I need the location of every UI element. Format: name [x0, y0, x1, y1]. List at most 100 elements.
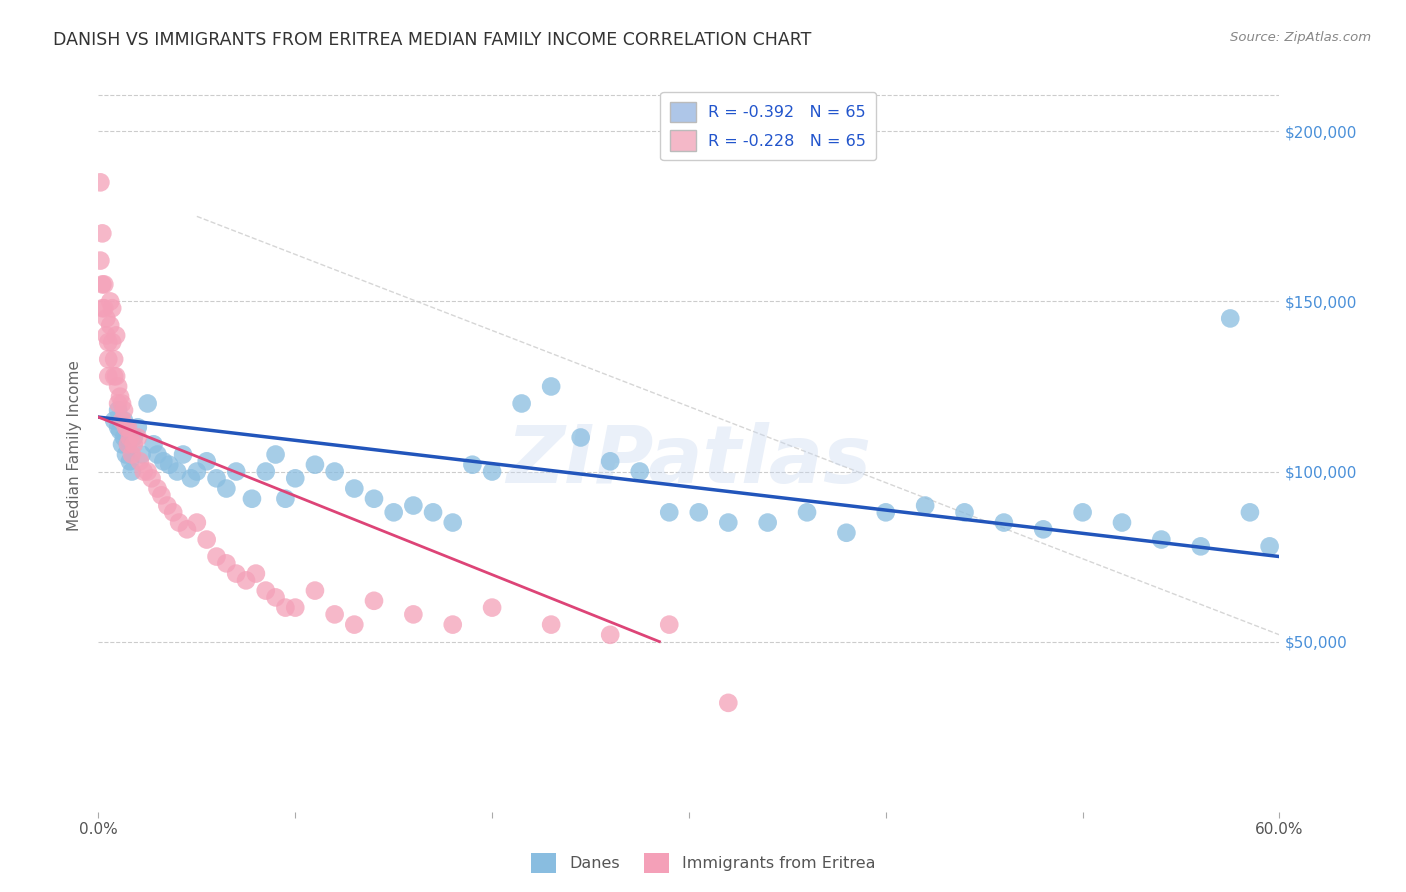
Point: [343, 617, 366, 632]
Point: [422, 505, 444, 519]
Point: [205, 471, 228, 485]
Point: [658, 617, 681, 632]
Point: [284, 471, 307, 485]
Point: [1071, 505, 1094, 519]
Point: [284, 600, 307, 615]
Point: [111, 437, 134, 451]
Point: [150, 488, 173, 502]
Point: [1032, 522, 1054, 536]
Point: [112, 403, 135, 417]
Point: [107, 403, 129, 417]
Point: [115, 420, 138, 434]
Point: [274, 600, 297, 615]
Point: [569, 430, 592, 444]
Point: [240, 491, 263, 506]
Point: [205, 549, 228, 564]
Point: [101, 301, 124, 316]
Point: [121, 465, 143, 479]
Point: [167, 516, 190, 530]
Point: [121, 448, 143, 462]
Point: [107, 396, 129, 410]
Point: [363, 491, 385, 506]
Point: [117, 437, 139, 451]
Point: [103, 352, 125, 367]
Point: [111, 413, 134, 427]
Point: [117, 437, 139, 451]
Point: [156, 499, 179, 513]
Point: [108, 424, 131, 438]
Point: [152, 454, 174, 468]
Point: [93, 277, 115, 292]
Point: [323, 465, 346, 479]
Point: [914, 499, 936, 513]
Point: [142, 437, 165, 451]
Point: [101, 335, 124, 350]
Point: [402, 499, 425, 513]
Point: [97, 352, 120, 367]
Point: [195, 533, 218, 547]
Point: [304, 458, 326, 472]
Point: [91, 227, 114, 241]
Point: [186, 465, 208, 479]
Point: [89, 253, 111, 268]
Point: [993, 516, 1015, 530]
Point: [127, 420, 149, 434]
Y-axis label: Median Family Income: Median Family Income: [67, 360, 83, 532]
Point: [91, 301, 114, 316]
Point: [1111, 516, 1133, 530]
Point: [122, 437, 145, 451]
Point: [108, 390, 131, 404]
Point: [103, 413, 125, 427]
Point: [225, 465, 247, 479]
Point: [89, 175, 111, 189]
Point: [136, 465, 159, 479]
Point: [172, 448, 194, 462]
Point: [115, 448, 138, 462]
Point: [264, 448, 287, 462]
Point: [1239, 505, 1261, 519]
Point: [127, 430, 149, 444]
Point: [107, 420, 129, 434]
Point: [1219, 311, 1241, 326]
Point: [162, 505, 184, 519]
Legend: Danes, Immigrants from Eritrea: Danes, Immigrants from Eritrea: [524, 847, 882, 880]
Point: [1258, 540, 1281, 554]
Point: [97, 335, 120, 350]
Point: [166, 465, 188, 479]
Point: [481, 600, 503, 615]
Point: [274, 491, 297, 506]
Point: [96, 311, 118, 326]
Point: [111, 396, 134, 410]
Text: ZIPatlas: ZIPatlas: [506, 422, 872, 500]
Point: [254, 465, 277, 479]
Point: [323, 607, 346, 622]
Point: [658, 505, 681, 519]
Point: [254, 583, 277, 598]
Point: [402, 607, 425, 622]
Point: [599, 628, 621, 642]
Point: [1150, 533, 1173, 547]
Point: [540, 379, 562, 393]
Point: [688, 505, 710, 519]
Point: [122, 430, 145, 444]
Point: [105, 328, 128, 343]
Point: [875, 505, 897, 519]
Point: [176, 522, 198, 536]
Point: [441, 617, 464, 632]
Point: [96, 328, 118, 343]
Point: [141, 471, 163, 485]
Point: [146, 448, 169, 462]
Point: [117, 420, 139, 434]
Point: [131, 448, 153, 462]
Point: [91, 277, 114, 292]
Point: [756, 516, 779, 530]
Point: [1189, 540, 1212, 554]
Point: [510, 396, 533, 410]
Text: Source: ZipAtlas.com: Source: ZipAtlas.com: [1230, 31, 1371, 45]
Point: [112, 413, 135, 427]
Point: [599, 454, 621, 468]
Point: [97, 369, 120, 384]
Point: [98, 294, 121, 309]
Point: [953, 505, 976, 519]
Point: [304, 583, 326, 598]
